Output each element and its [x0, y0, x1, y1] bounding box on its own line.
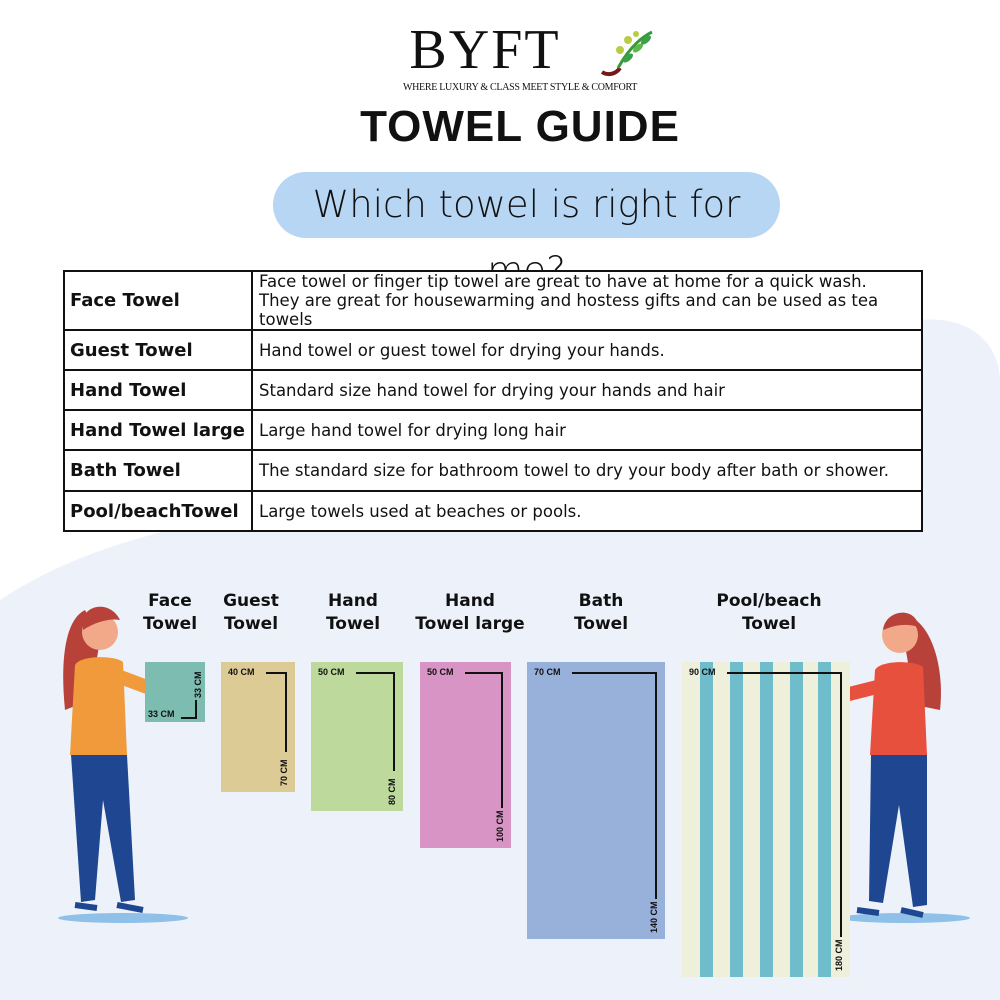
towel-label: Hand Towel large [390, 590, 550, 636]
towel-label-line: Hand [328, 591, 378, 611]
dimension-line [465, 672, 501, 674]
dimension-line [356, 672, 393, 674]
dimension-line [840, 672, 842, 937]
subtitle-pill: Which towel is right for me? [273, 172, 780, 292]
towel-label-line: Towel [741, 614, 797, 634]
towel-shape [221, 662, 295, 792]
towel-stripe [790, 662, 803, 977]
towel-width-label: 90 CM [689, 667, 716, 677]
towel-label: Bath Towel [521, 590, 681, 636]
towel-name: Pool/beachTowel [63, 490, 253, 532]
towel-desc: Face towel or finger tip towel are great… [251, 270, 923, 331]
towel-shape [527, 662, 665, 939]
dimension-line [266, 672, 285, 674]
towel-name: Guest Towel [63, 329, 253, 371]
towel-label-line: Towel large [415, 614, 525, 634]
towel-label-line: Pool/beach [716, 591, 822, 611]
towel-label-line: Bath [578, 591, 624, 611]
towel-desc: Hand towel or guest towel for drying you… [251, 329, 923, 371]
towel-label: Face Towel [90, 590, 250, 636]
towel-label-line: Hand [445, 591, 495, 611]
brand-logo: BYFT [0, 20, 1000, 80]
towel-label-line: Face [148, 591, 192, 611]
towel-width-label: 33 CM [148, 709, 175, 719]
dimension-line [572, 672, 655, 674]
towel-length-label: 100 CM [495, 810, 505, 842]
towel-label: Guest Towel [171, 590, 331, 636]
towel-length-label: 140 CM [649, 901, 659, 933]
table-row: Bath Towel The standard size for bathroom… [63, 449, 923, 492]
dimension-line [727, 672, 840, 674]
towel-desc: Large towels used at beaches or pools. [251, 490, 923, 532]
towel-label-line: Guest [223, 591, 279, 611]
woman-left-illustration [58, 606, 188, 923]
table-row: Guest Towel Hand towel or guest towel for… [63, 329, 923, 371]
towel-shape [311, 662, 403, 811]
towel-label: Pool/beach Towel [689, 590, 849, 636]
dimension-line [181, 717, 196, 719]
towel-length-label: 80 CM [387, 778, 397, 805]
table-row: Hand Towel large Large hand towel for dry… [63, 409, 923, 451]
towel-stripe [730, 662, 743, 977]
table-row: Pool/beachTowel Large towels used at beac… [63, 490, 923, 532]
desc-line: Face towel or finger tip towel are great… [259, 272, 867, 291]
towel-label: Hand Towel [273, 590, 433, 636]
towel-stripe [760, 662, 773, 977]
dimension-line [393, 672, 395, 771]
dimension-line [501, 672, 503, 808]
towel-desc: Large hand towel for drying long hair [251, 409, 923, 451]
towel-name: Face Towel [63, 270, 253, 331]
towel-name: Hand Towel [63, 369, 253, 411]
page-title: TOWEL GUIDE [360, 102, 680, 151]
dimension-line [195, 700, 197, 719]
table-row: Face Towel Face towel or finger tip towel… [63, 270, 923, 331]
towel-desc: The standard size for bathroom towel to … [251, 449, 923, 492]
towel-name: Bath Towel [63, 449, 253, 492]
brand-tagline: WHERE LUXURY & CLASS MEET STYLE & COMFOR… [402, 82, 638, 93]
towel-label-line: Towel [223, 614, 279, 634]
table-row: Hand Towel Standard size hand towel for d… [63, 369, 923, 411]
towel-width-label: 50 CM [427, 667, 454, 677]
towel-name: Hand Towel large [63, 409, 253, 451]
towel-stripe [700, 662, 713, 977]
towel-label-line: Towel [325, 614, 381, 634]
towel-length-label: 70 CM [279, 759, 289, 786]
dimension-line [655, 672, 657, 899]
towel-desc: Standard size hand towel for drying your… [251, 369, 923, 411]
towel-width-label: 50 CM [318, 667, 345, 677]
towel-shape [420, 662, 511, 848]
towel-stripe [818, 662, 831, 977]
towel-label-line: Towel [142, 614, 198, 634]
towel-width-label: 70 CM [534, 667, 561, 677]
leaf-logo-icon [600, 30, 653, 77]
towel-length-label: 33 CM [193, 671, 203, 698]
woman-right-illustration [835, 612, 970, 923]
brand-name: BYFT [409, 19, 561, 81]
towel-length-label: 180 CM [834, 939, 844, 971]
towel-table: Face Towel Face towel or finger tip towel… [63, 270, 923, 532]
desc-line: They are great for housewarming and host… [259, 291, 879, 329]
towel-width-label: 40 CM [228, 667, 255, 677]
towel-label-line: Towel [573, 614, 629, 634]
dimension-line [285, 672, 287, 752]
